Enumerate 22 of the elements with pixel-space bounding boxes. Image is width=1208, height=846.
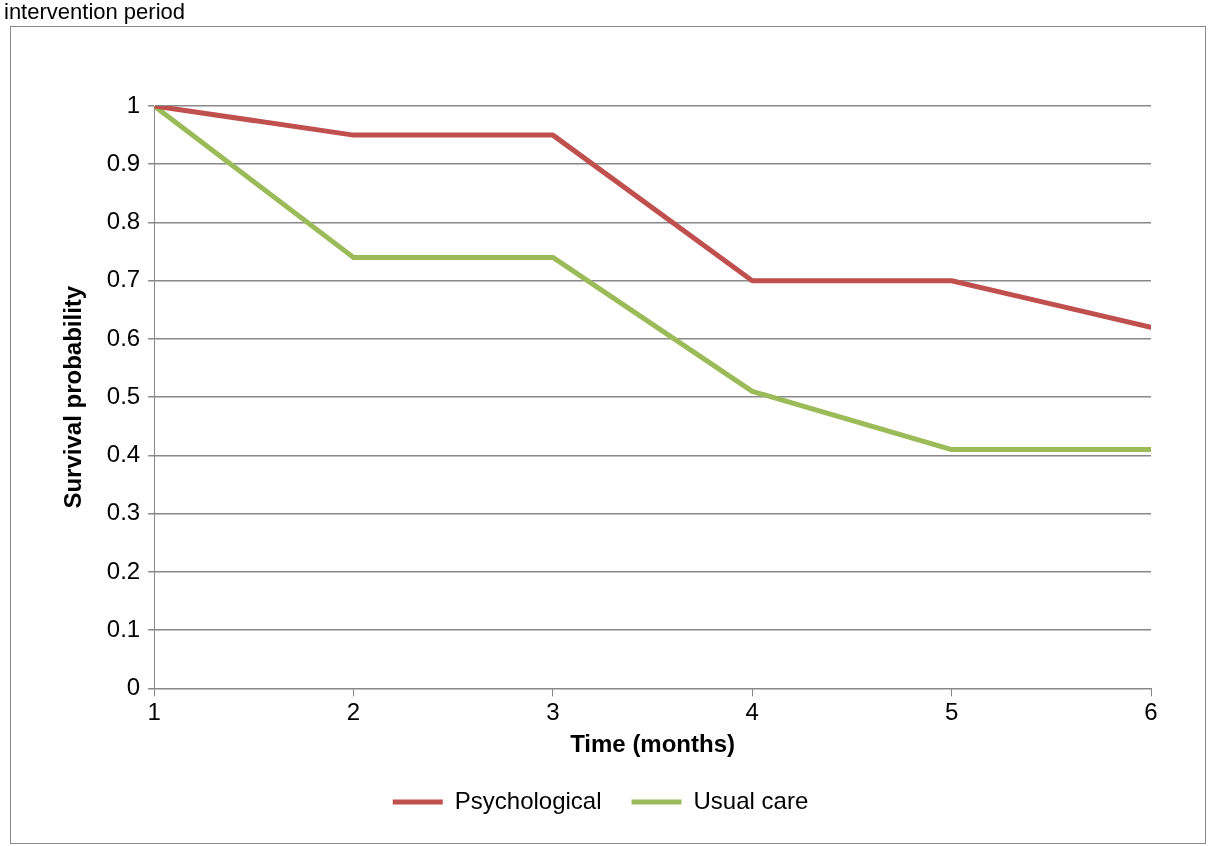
x-tick-label: 5	[944, 698, 959, 726]
y-tick-label: 0	[126, 673, 141, 701]
x-tick-label: 2	[346, 698, 361, 726]
x-tick-label: 1	[147, 698, 161, 726]
y-tick-label: 1	[126, 90, 141, 118]
y-tick-label: 0.4	[106, 440, 141, 468]
x-tick-label: 3	[546, 698, 560, 726]
legend-label: Usual care	[693, 786, 809, 814]
y-tick-label: 0.7	[106, 265, 141, 293]
y-tick-label: 0.5	[106, 381, 141, 409]
y-tick-label: 0.3	[106, 498, 141, 526]
y-tick-label: 0.2	[106, 556, 141, 584]
y-axis-title: Survival probability	[59, 285, 87, 509]
y-tick-label: 0.1	[106, 614, 141, 642]
y-tick-label: 0.9	[106, 148, 141, 176]
x-tick-label: 6	[1144, 698, 1158, 726]
y-tick-label: 0.6	[106, 323, 141, 351]
y-tick-label: 0.8	[106, 207, 141, 235]
legend-label: Psychological	[454, 786, 602, 814]
x-axis-title: Time (months)	[570, 730, 736, 758]
x-tick-label: 4	[745, 698, 759, 726]
chart-title: intervention period	[4, 0, 186, 24]
